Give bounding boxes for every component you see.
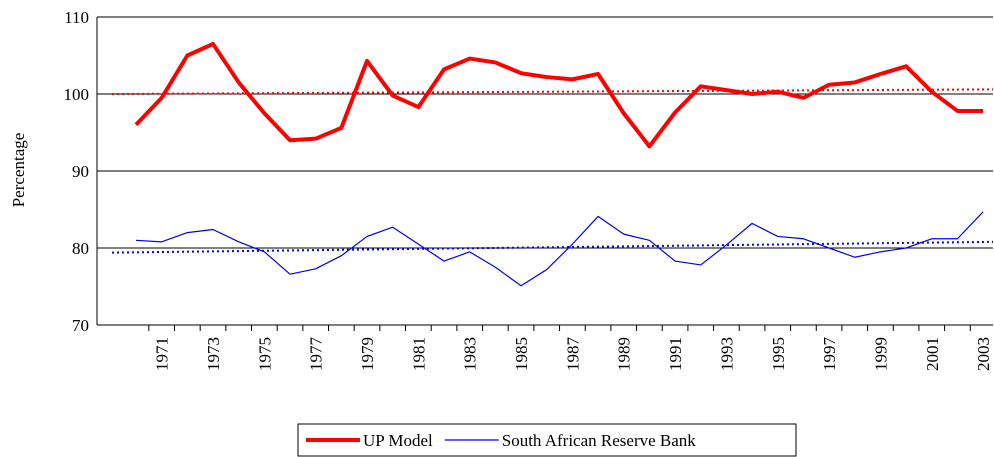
y-tick-label: 80 [72, 239, 89, 258]
x-tick-label: 1973 [204, 337, 223, 371]
y-axis-label: Percentage [9, 133, 28, 208]
x-tick-label: 1971 [153, 337, 172, 371]
x-tick-label: 2003 [974, 337, 993, 371]
legend-label: South African Reserve Bank [502, 431, 697, 450]
x-tick-label: 1995 [769, 337, 788, 371]
y-tick-label: 100 [64, 85, 90, 104]
x-tick-label: 1993 [717, 337, 736, 371]
y-tick-label: 110 [64, 8, 89, 27]
trend-line [111, 88, 994, 95]
x-tick-label: 1975 [255, 337, 274, 371]
legend-box [297, 423, 797, 457]
x-tick-label: 1987 [563, 337, 582, 372]
y-tick-label: 90 [72, 162, 89, 181]
series-line [134, 41, 984, 149]
trend-line [111, 240, 994, 254]
x-tick-label: 1983 [461, 337, 480, 371]
x-tick-label: 2001 [923, 337, 942, 371]
x-tick-label: 1997 [820, 337, 839, 372]
x-tick-label: 1999 [871, 337, 890, 371]
x-tick-label: 1979 [358, 337, 377, 371]
legend-label: UP Model [363, 431, 433, 450]
x-tick-label: 1989 [615, 337, 634, 371]
x-tick-label: 1985 [512, 337, 531, 371]
x-tick-label: 1981 [409, 337, 428, 371]
series-line [135, 211, 984, 287]
y-tick-label: 70 [72, 316, 89, 335]
x-tick-label: 1991 [666, 337, 685, 371]
x-tick-label: 1977 [307, 337, 326, 372]
